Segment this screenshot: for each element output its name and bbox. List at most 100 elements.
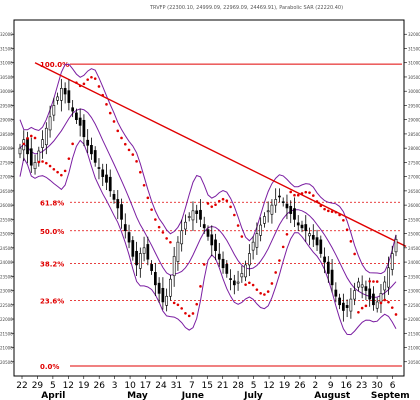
candle-body	[135, 250, 138, 266]
candle-body	[63, 88, 67, 95]
y-tick-label-left: 26000	[0, 203, 13, 208]
x-month-label: Septem	[371, 391, 410, 400]
candle-body	[97, 167, 101, 169]
parabolic-sar-dot	[364, 304, 368, 308]
y-tick-label-right: 26500	[408, 189, 420, 194]
parabolic-sar-dot	[187, 314, 191, 318]
candle-body	[217, 253, 221, 260]
candle-body	[206, 229, 210, 237]
candle-body	[379, 293, 383, 303]
chart-header-text: TRVFP (22300.10, 24999.09, 22969.09, 244…	[149, 5, 343, 11]
fib-level-label: 0.0%	[40, 363, 59, 371]
parabolic-sar-dot	[108, 111, 112, 115]
y-tick-label-right: 25500	[408, 217, 420, 222]
parabolic-sar-dot	[311, 194, 315, 197]
parabolic-sar-layer	[22, 75, 398, 318]
axes-layer: 20500 20500 21000 21000 21500 21500 22000 22000…	[0, 19, 420, 400]
parabolic-sar-dot	[255, 288, 259, 291]
candle-body	[353, 290, 357, 300]
candle-body	[180, 230, 184, 245]
parabolic-sar-dot	[244, 283, 247, 286]
x-tick-label: 17	[140, 381, 151, 391]
candle-body	[202, 224, 206, 229]
candle-body	[296, 222, 300, 226]
parabolic-sar-dot	[157, 225, 161, 229]
candle-body	[338, 297, 341, 306]
y-tick-label-right: 30000	[408, 89, 420, 94]
candle-body	[341, 302, 345, 311]
y-tick-label-right: 21000	[408, 346, 420, 351]
parabolic-sar-dot	[142, 183, 146, 187]
y-tick-label-right: 28500	[408, 132, 420, 137]
y-tick-label-right: 22000	[408, 317, 420, 322]
x-tick-label: 22	[16, 381, 27, 391]
x-tick-label: 5	[251, 381, 257, 391]
parabolic-sar-dot	[56, 170, 59, 174]
parabolic-sar-dot	[60, 173, 63, 177]
parabolic-sar-dot	[139, 170, 142, 174]
y-tick-label-left: 21500	[0, 331, 13, 336]
candle-body	[278, 195, 281, 198]
candle-body	[199, 209, 202, 220]
y-tick-label-right: 26000	[408, 203, 420, 208]
parabolic-sar-dot	[184, 311, 187, 315]
candle-body	[169, 278, 172, 297]
candle-body	[82, 119, 86, 138]
candle-body	[18, 147, 22, 155]
candle-body	[357, 281, 360, 288]
candle-body	[153, 272, 157, 286]
parabolic-sar-dot	[199, 285, 202, 288]
x-month-label: August	[314, 391, 351, 400]
candle-body	[394, 238, 398, 253]
y-tick-label-right: 24500	[408, 246, 420, 251]
parabolic-sar-dot	[338, 213, 341, 217]
y-tick-label-right: 23500	[408, 274, 420, 279]
parabolic-sar-dot	[349, 240, 353, 243]
candle-body	[247, 253, 251, 266]
parabolic-sar-dot	[210, 205, 214, 208]
parabolic-sar-dot	[206, 202, 210, 205]
parabolic-sar-dot	[202, 263, 206, 266]
parabolic-sar-dot	[161, 231, 165, 234]
x-tick-label: 19	[279, 381, 291, 391]
parabolic-sar-dot	[90, 75, 93, 79]
candle-body	[191, 210, 195, 221]
x-tick-label: 3	[112, 381, 118, 391]
y-tick-label-left: 29500	[0, 103, 13, 108]
y-tick-label-right: 20500	[408, 360, 420, 365]
parabolic-sar-dot	[372, 280, 375, 283]
candle-body	[372, 293, 375, 306]
y-tick-label-left: 25500	[0, 217, 13, 222]
candle-body	[323, 256, 326, 263]
y-tick-label-right: 21500	[408, 331, 420, 336]
parabolic-sar-dot	[353, 252, 356, 256]
parabolic-sar-dot	[383, 298, 387, 302]
parabolic-sar-dot	[22, 142, 26, 146]
candle-body	[326, 261, 330, 274]
y-tick-label-right: 23000	[408, 289, 420, 294]
parabolic-sar-dot	[176, 303, 180, 307]
y-tick-label-left: 22000	[0, 317, 13, 322]
candle-body	[75, 112, 78, 120]
y-tick-label-right: 30500	[408, 75, 420, 80]
candle-body	[131, 240, 135, 257]
parabolic-sar-dot	[251, 283, 255, 287]
parabolic-sar-dot	[308, 191, 311, 194]
parabolic-sar-dot	[52, 167, 56, 171]
parabolic-sar-dot	[127, 148, 131, 152]
candle-body	[364, 286, 368, 291]
candle-body	[308, 233, 311, 237]
parabolic-sar-dot	[33, 136, 37, 140]
candle-body	[289, 205, 293, 214]
y-tick-label-right: 22500	[408, 303, 420, 308]
parabolic-sar-dot	[293, 193, 296, 197]
candle-body	[255, 233, 259, 248]
candle-body	[157, 282, 161, 294]
candle-body	[105, 174, 108, 183]
parabolic-sar-dot	[285, 232, 289, 236]
candle-body	[123, 224, 127, 232]
candle-body	[29, 148, 33, 166]
parabolic-sar-dot	[357, 310, 360, 314]
candle-body	[44, 127, 48, 146]
plot-frame	[13, 19, 405, 377]
